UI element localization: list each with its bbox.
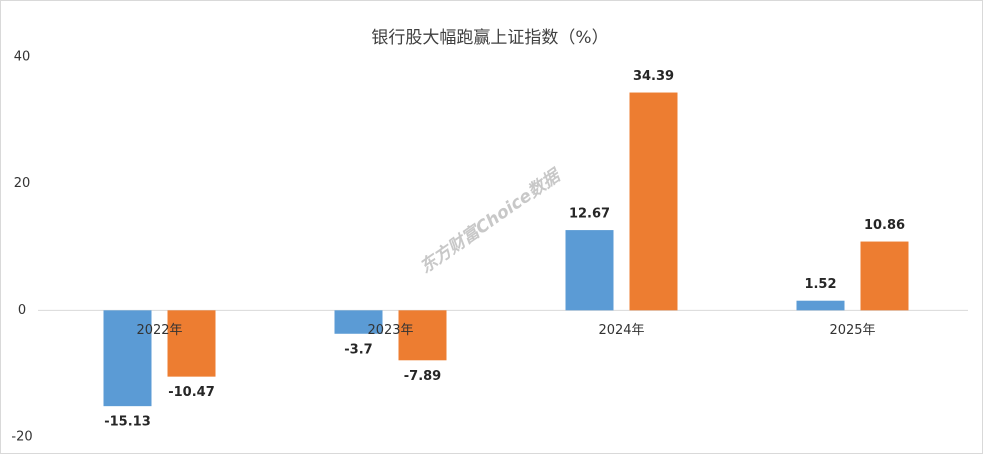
value-label: 10.86 <box>864 218 905 233</box>
bar <box>167 310 216 377</box>
x-tick-label: 2023年 <box>367 323 413 338</box>
y-tick-label: 40 <box>14 50 31 65</box>
y-tick-label: -20 <box>11 430 32 445</box>
value-label: 34.39 <box>633 69 674 84</box>
value-label: -3.7 <box>344 342 372 357</box>
bar <box>565 230 614 311</box>
bar <box>796 300 845 311</box>
bar <box>860 241 909 311</box>
value-label: -10.47 <box>168 385 215 400</box>
value-label: -7.89 <box>404 369 441 384</box>
x-tick-label: 2022年 <box>136 323 182 338</box>
y-tick-label: 20 <box>14 176 31 191</box>
bar <box>398 310 447 361</box>
value-label: 1.52 <box>804 277 836 292</box>
bar <box>334 310 383 334</box>
chart-title: 银行股大幅跑赢上证指数（%） <box>371 28 608 48</box>
bar <box>629 92 678 311</box>
x-tick-label: 2025年 <box>829 323 875 338</box>
value-label: -15.13 <box>104 415 151 430</box>
x-tick-label: 2024年 <box>598 323 644 338</box>
value-label: 12.67 <box>569 207 610 222</box>
bar <box>103 310 152 407</box>
y-tick-label: 0 <box>18 303 26 318</box>
